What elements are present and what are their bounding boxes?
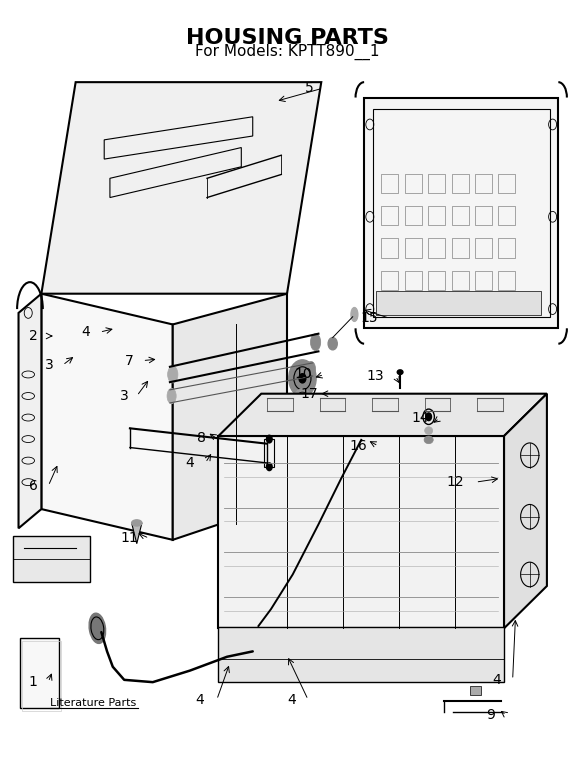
Circle shape xyxy=(328,337,338,350)
Bar xyxy=(475,271,492,290)
Ellipse shape xyxy=(294,389,311,405)
Ellipse shape xyxy=(351,307,358,321)
Text: 2: 2 xyxy=(29,329,38,343)
Polygon shape xyxy=(18,293,41,528)
Ellipse shape xyxy=(89,613,106,643)
Text: 4: 4 xyxy=(287,692,296,707)
Text: 4: 4 xyxy=(195,692,204,707)
Ellipse shape xyxy=(311,334,321,350)
Circle shape xyxy=(299,374,306,383)
Ellipse shape xyxy=(425,427,433,435)
Polygon shape xyxy=(41,82,321,293)
Polygon shape xyxy=(219,394,547,436)
Polygon shape xyxy=(219,436,504,628)
Bar xyxy=(20,638,59,707)
Text: 15: 15 xyxy=(361,311,378,325)
Bar xyxy=(405,239,422,258)
Text: 14: 14 xyxy=(411,411,429,425)
Circle shape xyxy=(426,413,432,421)
Text: 8: 8 xyxy=(197,432,206,445)
Ellipse shape xyxy=(307,361,316,377)
Text: 3: 3 xyxy=(119,389,128,403)
Text: 16: 16 xyxy=(349,439,367,453)
Text: 5: 5 xyxy=(305,81,314,95)
Text: 9: 9 xyxy=(487,708,495,723)
Bar xyxy=(452,206,468,225)
Bar xyxy=(381,271,398,290)
Bar xyxy=(498,206,515,225)
Circle shape xyxy=(289,360,316,397)
Bar xyxy=(381,206,398,225)
Polygon shape xyxy=(41,293,173,540)
Bar xyxy=(428,271,445,290)
Text: 4: 4 xyxy=(81,325,90,339)
Bar xyxy=(264,439,274,467)
Bar xyxy=(475,174,492,193)
Bar xyxy=(498,271,515,290)
Text: 17: 17 xyxy=(300,387,318,401)
Bar xyxy=(452,271,468,290)
Ellipse shape xyxy=(131,520,142,526)
Ellipse shape xyxy=(167,388,176,404)
Bar xyxy=(375,290,541,315)
Ellipse shape xyxy=(397,370,403,374)
Ellipse shape xyxy=(424,436,433,444)
Polygon shape xyxy=(173,293,287,540)
Bar xyxy=(381,239,398,258)
Polygon shape xyxy=(364,97,559,328)
Bar xyxy=(22,642,61,710)
Text: 4: 4 xyxy=(492,673,501,687)
Polygon shape xyxy=(504,394,547,628)
Bar xyxy=(470,686,481,696)
Bar xyxy=(428,174,445,193)
Text: Literature Parts: Literature Parts xyxy=(50,698,136,707)
Text: 12: 12 xyxy=(447,475,464,489)
Text: 1: 1 xyxy=(29,676,37,689)
Bar xyxy=(498,239,515,258)
Bar xyxy=(475,239,492,258)
Polygon shape xyxy=(131,523,142,543)
Text: HOUSING PARTS: HOUSING PARTS xyxy=(185,29,389,49)
Bar xyxy=(219,627,504,682)
Bar xyxy=(475,206,492,225)
Text: For Models: KPTT890__1: For Models: KPTT890__1 xyxy=(195,44,379,60)
Circle shape xyxy=(266,463,272,471)
Text: 11: 11 xyxy=(121,531,138,545)
Bar xyxy=(405,174,422,193)
Bar xyxy=(373,109,550,317)
Bar xyxy=(452,174,468,193)
Circle shape xyxy=(266,435,272,443)
Text: 3: 3 xyxy=(45,358,54,372)
Text: 7: 7 xyxy=(125,354,134,367)
Bar xyxy=(498,174,515,193)
Bar xyxy=(405,206,422,225)
Text: 13: 13 xyxy=(366,369,384,383)
Bar xyxy=(452,239,468,258)
Bar xyxy=(428,239,445,258)
Bar xyxy=(405,271,422,290)
Polygon shape xyxy=(13,536,90,582)
Text: 10: 10 xyxy=(294,367,312,381)
Text: 4: 4 xyxy=(186,456,195,470)
Bar xyxy=(428,206,445,225)
Bar xyxy=(381,174,398,193)
Text: 6: 6 xyxy=(29,479,37,493)
Ellipse shape xyxy=(168,366,178,383)
